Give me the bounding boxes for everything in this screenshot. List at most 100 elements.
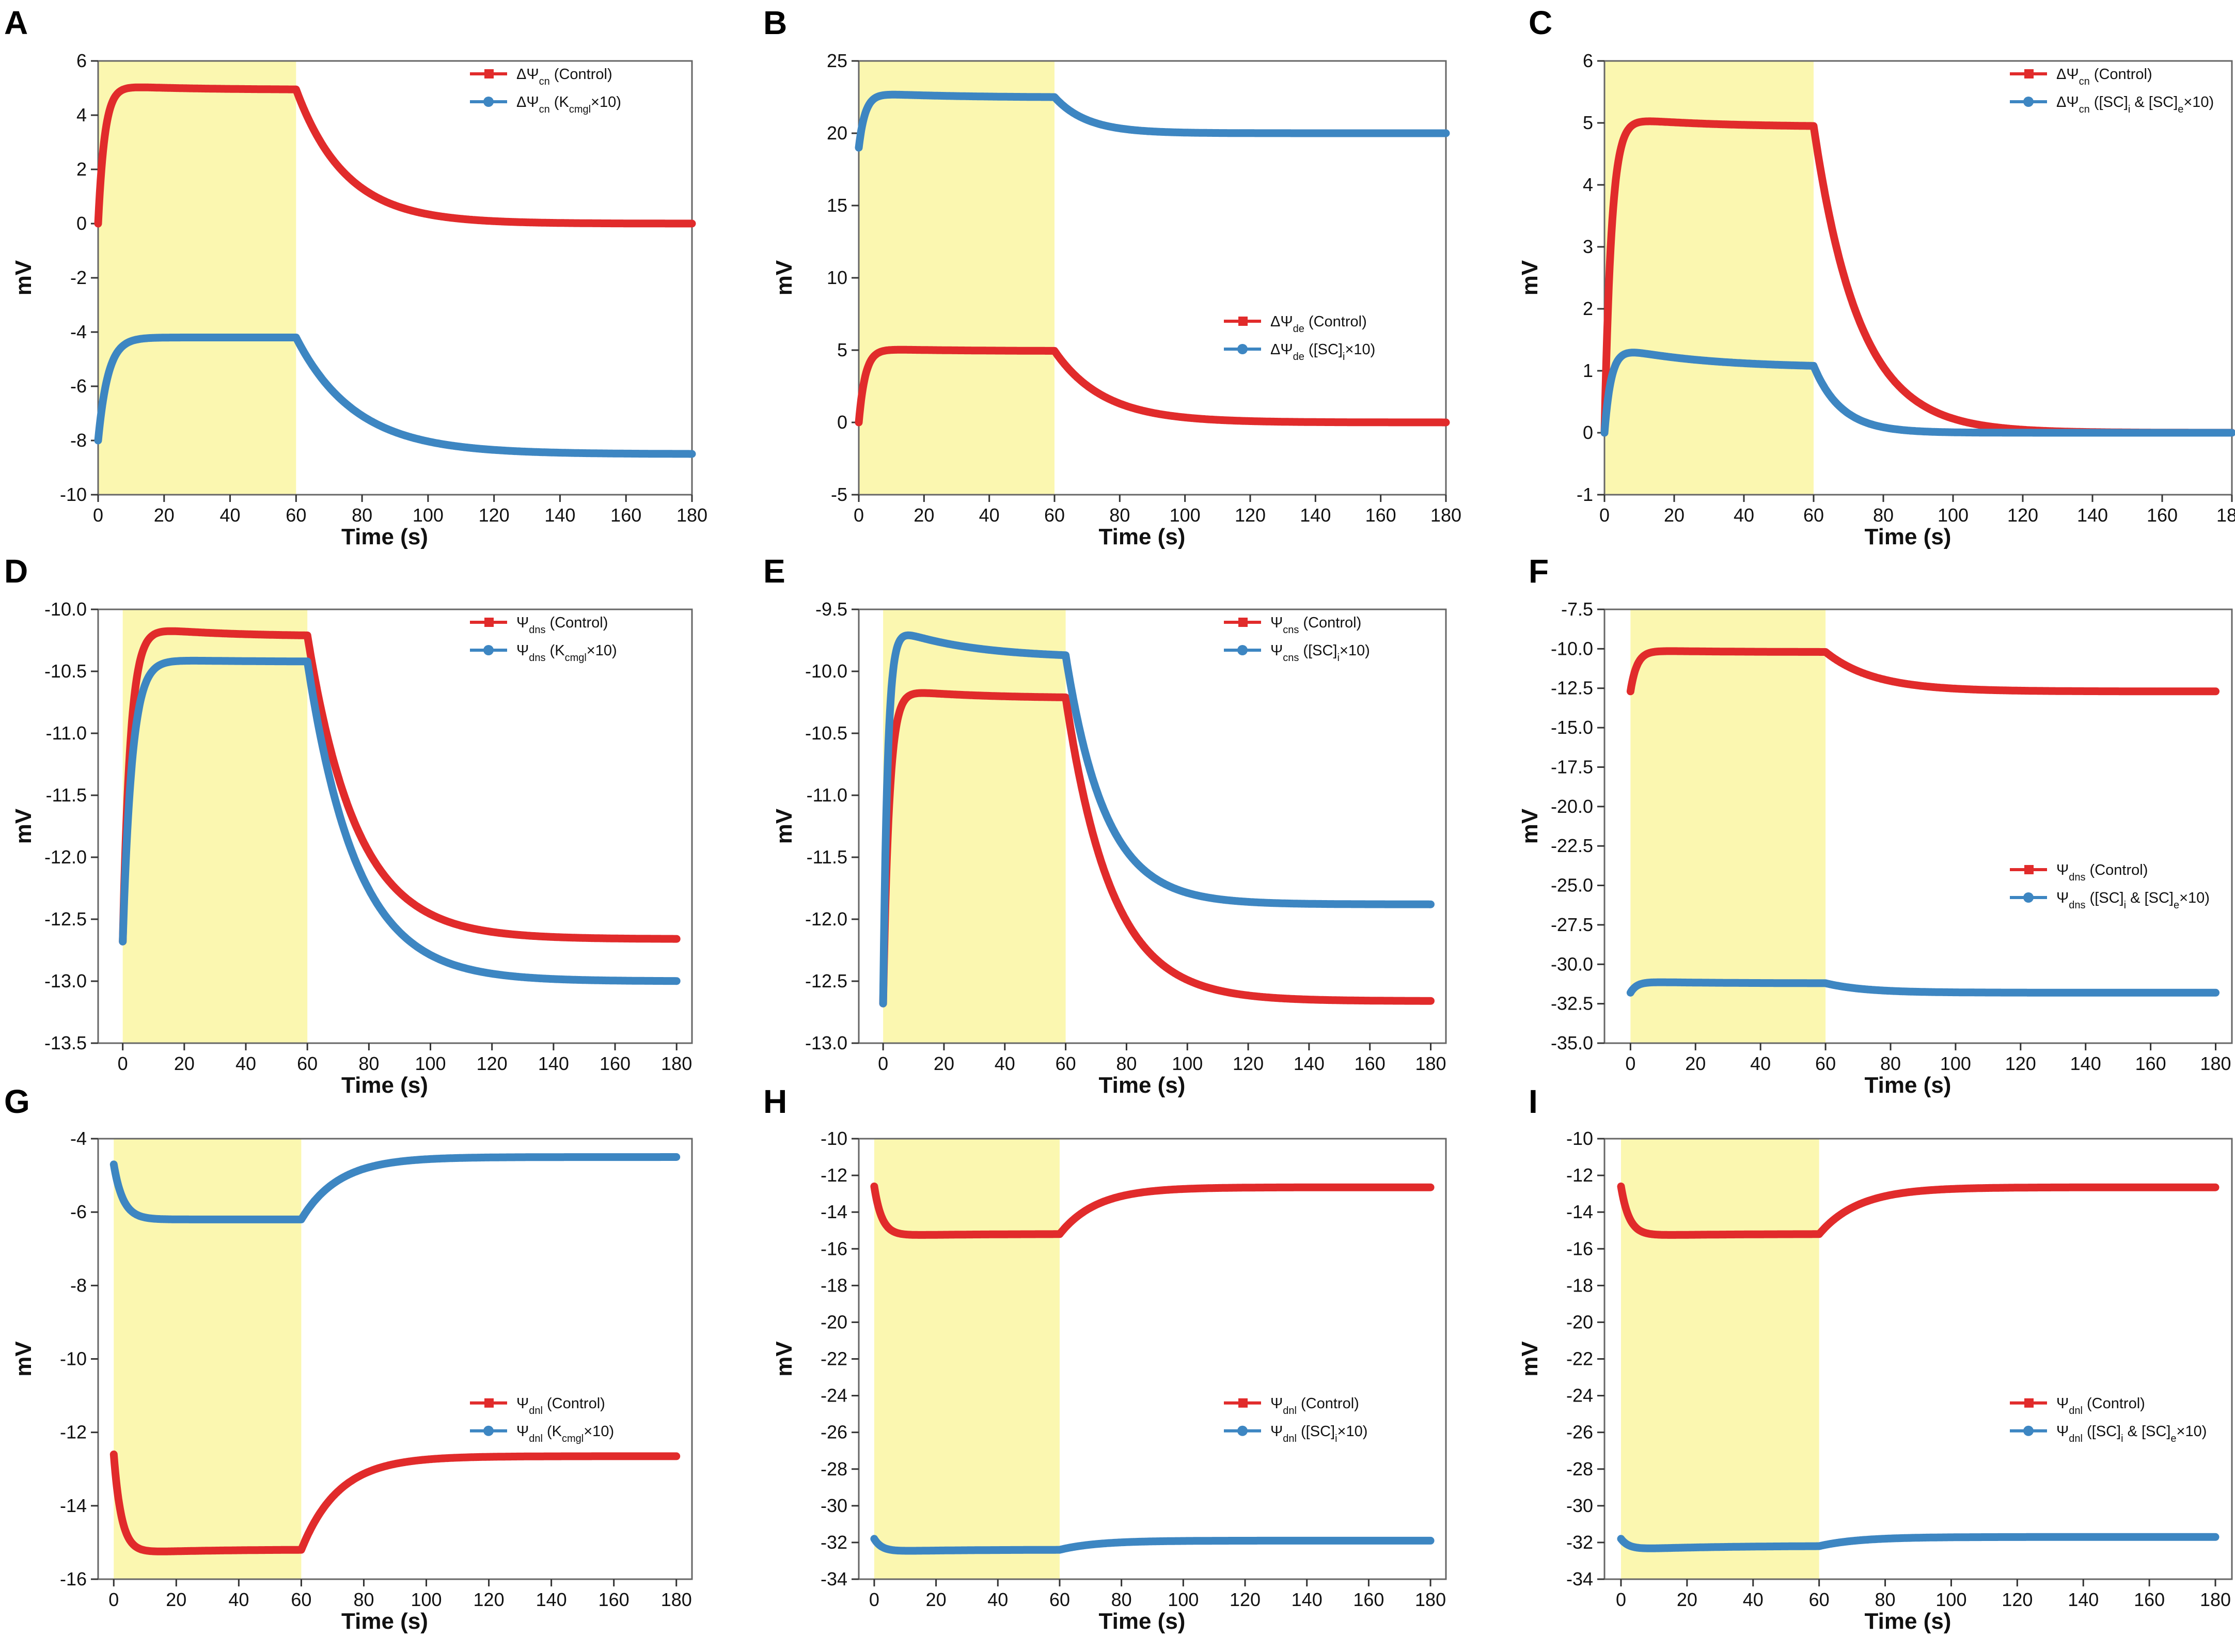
x-tick-label: 20 xyxy=(914,505,934,526)
y-tick-label: -5 xyxy=(831,484,847,505)
x-tick-label: 80 xyxy=(1116,1053,1137,1074)
series-line-modified xyxy=(1600,349,2235,437)
x-tick-label: 40 xyxy=(1734,505,1754,526)
x-tick-label: 120 xyxy=(1230,1589,1261,1610)
y-tick-label: -10.5 xyxy=(805,722,847,744)
x-tick-label: 160 xyxy=(1365,505,1396,526)
series-line-modified xyxy=(94,334,696,458)
legend-label: Ψdns (Control) xyxy=(2056,862,2148,883)
y-tick-label: -14 xyxy=(1566,1201,1593,1222)
x-tick-label: 60 xyxy=(286,505,306,526)
y-tick-label: -11.5 xyxy=(46,784,87,806)
legend-marker-circle xyxy=(483,97,494,107)
x-tick-label: 20 xyxy=(926,1589,947,1610)
x-axis-title: Time (s) xyxy=(1099,524,1186,549)
y-axis-title: mV xyxy=(1517,808,1543,844)
y-tick-label: -22 xyxy=(1566,1348,1593,1370)
y-tick-label: -12.5 xyxy=(805,970,847,992)
stimulus-shade xyxy=(874,1139,1060,1579)
x-tick-label: 40 xyxy=(1743,1589,1764,1610)
y-tick-label: -17.5 xyxy=(1551,756,1593,777)
y-tick-label: -28 xyxy=(1566,1458,1593,1480)
series-line-control xyxy=(870,1182,1435,1239)
y-tick-label: -13.0 xyxy=(44,970,87,992)
x-tick-label: 80 xyxy=(1875,1589,1896,1610)
x-tick-label: 0 xyxy=(108,1589,119,1610)
y-tick-label: -28 xyxy=(821,1458,847,1480)
y-tick-label: -10 xyxy=(60,1348,87,1370)
x-tick-label: 40 xyxy=(1750,1053,1771,1074)
x-tick-label: 0 xyxy=(869,1589,879,1610)
y-tick-label: -20 xyxy=(821,1311,847,1332)
y-tick-label: -10 xyxy=(1566,1128,1593,1149)
x-tick-label: 160 xyxy=(2134,1589,2165,1610)
series-line-control xyxy=(1626,647,2220,696)
x-tick-label: 20 xyxy=(154,505,175,526)
y-tick-label: -4 xyxy=(70,1128,87,1149)
y-tick-label: -12.0 xyxy=(805,908,847,930)
y-axis-title: mV xyxy=(772,808,797,844)
y-tick-label: -11.0 xyxy=(46,722,87,744)
x-tick-label: 180 xyxy=(661,1589,692,1610)
panel-h: H -34 -32 -30 -28 -26 -24 -22 -20 -18 -16 -14 -12 -10… xyxy=(763,1083,1447,1634)
series-line-modified xyxy=(855,90,1450,152)
x-tick-label: 60 xyxy=(1049,1589,1070,1610)
x-tick-label: 180 xyxy=(2200,1589,2231,1610)
x-tick-label: 140 xyxy=(536,1589,567,1610)
y-axis-title: mV xyxy=(11,808,36,844)
y-tick-label: -10.5 xyxy=(44,660,87,682)
y-axis-title: mV xyxy=(11,1341,36,1377)
x-tick-label: 0 xyxy=(878,1053,888,1074)
y-tick-label: 0 xyxy=(76,213,87,234)
x-tick-label: 160 xyxy=(610,505,641,526)
y-tick-label: -1 xyxy=(1577,484,1593,505)
series-line-control xyxy=(855,345,1450,427)
y-tick-label: -24 xyxy=(1566,1385,1593,1406)
x-tick-label: 140 xyxy=(1300,505,1331,526)
x-tick-label: 100 xyxy=(1938,505,1969,526)
y-tick-label: 25 xyxy=(827,50,847,71)
series-line-control xyxy=(109,1450,681,1555)
legend-label: Ψcns (Control) xyxy=(1270,615,1361,636)
x-tick-label: 180 xyxy=(1415,1053,1446,1074)
y-tick-label: -24 xyxy=(821,1385,847,1406)
x-tick-label: 120 xyxy=(1235,505,1266,526)
series-line-modified xyxy=(1617,1533,2220,1552)
y-tick-label: -34 xyxy=(821,1568,847,1590)
x-tick-label: 40 xyxy=(220,505,241,526)
x-axis-title: Time (s) xyxy=(1865,1609,1951,1634)
x-tick-label: 40 xyxy=(228,1589,249,1610)
x-tick-label: 160 xyxy=(2135,1053,2166,1074)
panel-f: F -35.0 -32.5 -30.0 -27.5 -25.0 -22.5 -20.0 -17.… xyxy=(1517,553,2233,1098)
x-tick-label: 100 xyxy=(411,1589,442,1610)
y-tick-label: -15.0 xyxy=(1551,717,1593,738)
panel-letter: B xyxy=(763,4,787,41)
y-tick-label: 10 xyxy=(827,267,847,288)
x-tick-label: 140 xyxy=(544,505,575,526)
legend-label: ΔΨcn (Kcmgl×10) xyxy=(516,94,621,115)
x-tick-label: 120 xyxy=(1233,1053,1264,1074)
x-tick-label: 80 xyxy=(1873,505,1894,526)
x-tick-label: 20 xyxy=(1685,1053,1706,1074)
y-tick-label: -13.0 xyxy=(805,1032,847,1053)
y-tick-label: 15 xyxy=(827,195,847,216)
plot-frame xyxy=(858,608,1447,1044)
x-axis-title: Time (s) xyxy=(1865,524,1951,549)
y-tick-label: -8 xyxy=(70,430,87,451)
x-axis-title: Time (s) xyxy=(341,524,428,549)
y-tick-label: -12.5 xyxy=(1551,678,1593,699)
legend-marker-circle xyxy=(2023,892,2034,903)
y-tick-label: -14 xyxy=(821,1201,847,1222)
x-tick-label: 80 xyxy=(1109,505,1130,526)
panel-e: E -13.0 -12.5 -12.0 -11.5 -11.0 -10.5 -10.0 -9.5… xyxy=(763,553,1447,1098)
legend-marker-circle xyxy=(2023,1425,2034,1436)
x-tick-label: 180 xyxy=(2200,1053,2231,1074)
y-axis-title: mV xyxy=(1517,1341,1543,1377)
stimulus-shade xyxy=(883,609,1066,1043)
series-line-control xyxy=(119,627,681,946)
legend-label: ΔΨde ([SC]i×10) xyxy=(1270,341,1375,363)
x-tick-label: 100 xyxy=(1170,505,1201,526)
legend-label: Ψcns ([SC]i×10) xyxy=(1270,642,1370,664)
